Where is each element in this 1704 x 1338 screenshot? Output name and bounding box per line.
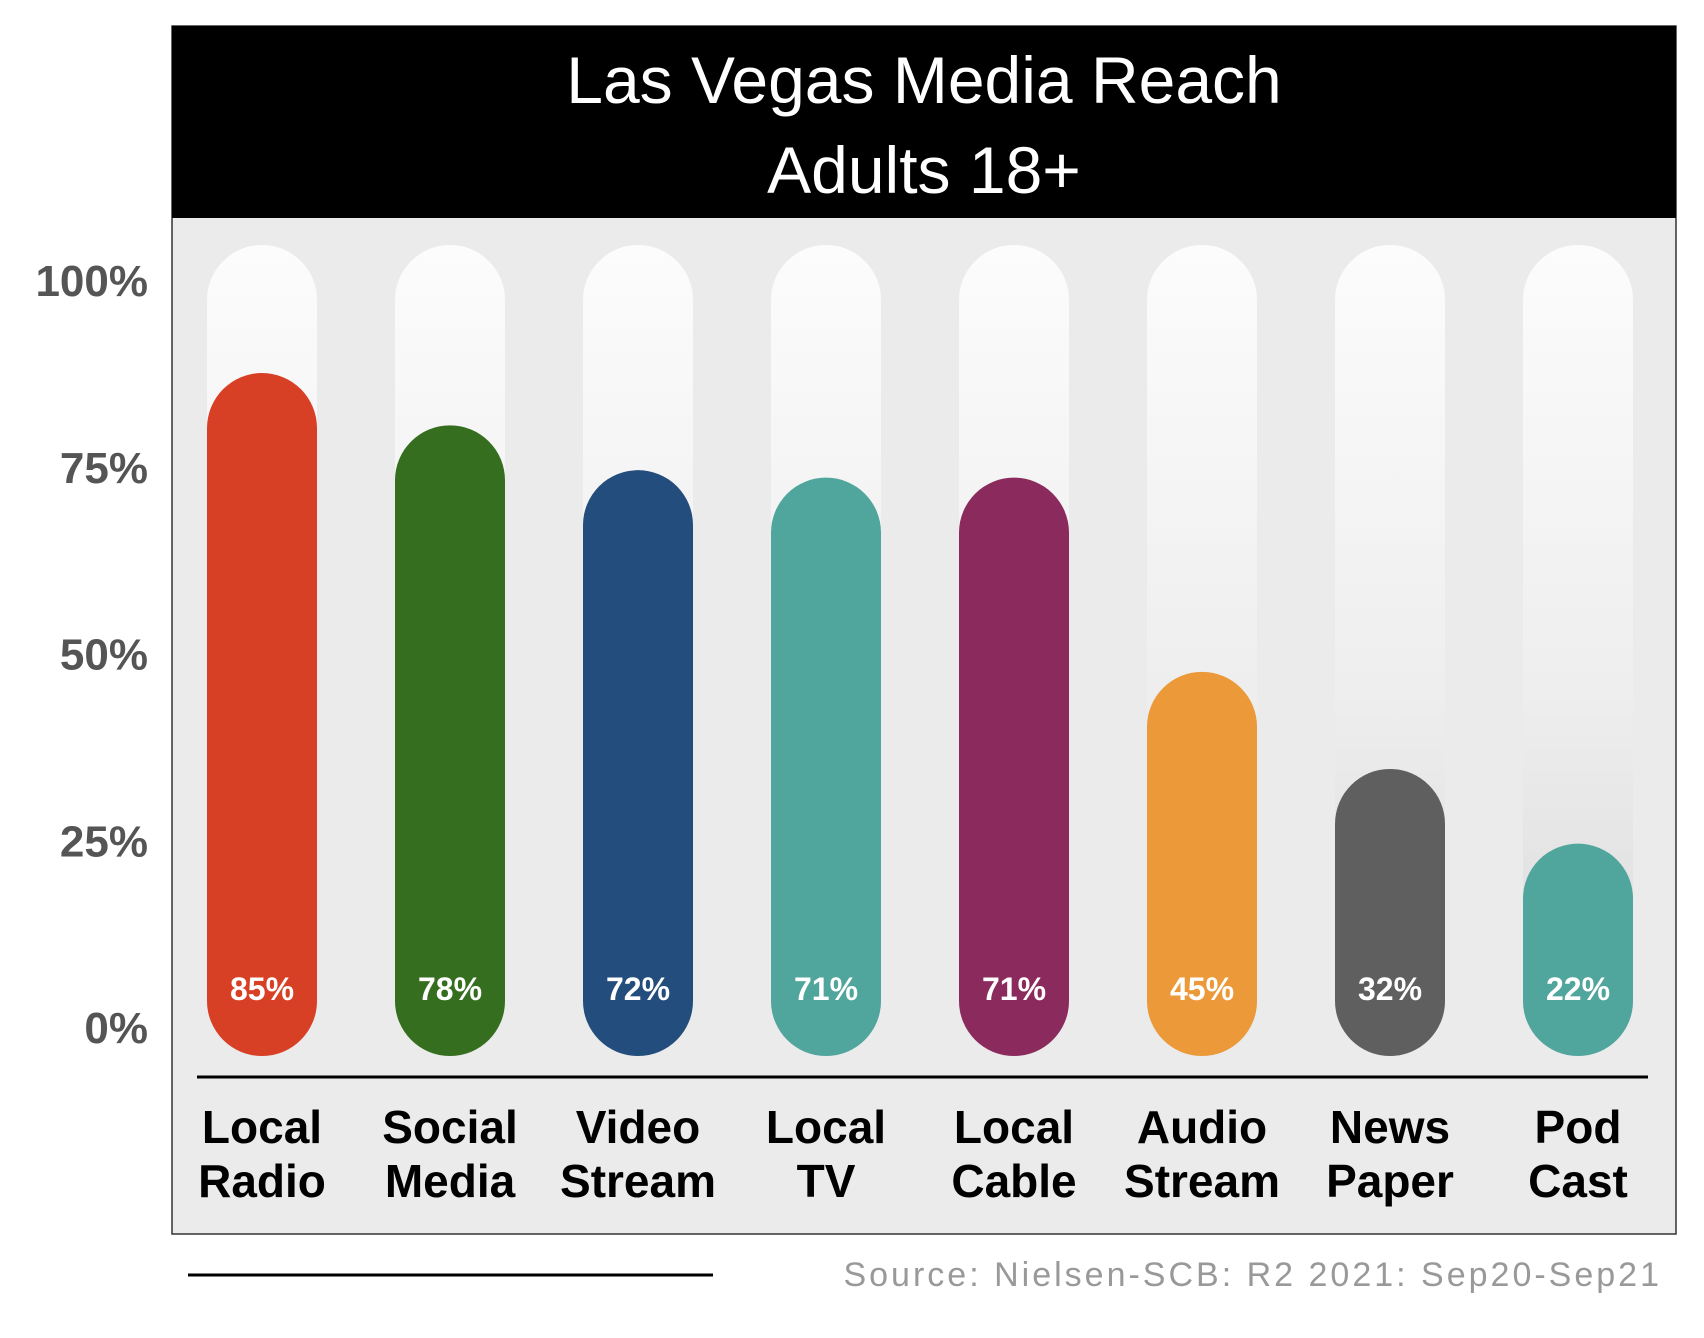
bar (771, 477, 881, 1056)
y-tick-label: 25% (60, 817, 148, 866)
bar (207, 373, 317, 1056)
x-tick-label: Radio (198, 1155, 326, 1207)
x-tick-label: Cast (1528, 1155, 1628, 1207)
bar-value-label: 71% (794, 971, 858, 1007)
x-tick-label: Local (202, 1101, 322, 1153)
bar (395, 425, 505, 1057)
x-tick-label: Media (385, 1155, 516, 1207)
y-tick-label: 75% (60, 444, 148, 493)
title-band (172, 26, 1676, 218)
x-tick-label: Video (576, 1101, 700, 1153)
y-axis: 0% 25% 50% 75% 100% (35, 257, 148, 1053)
x-tick-label: Local (766, 1101, 886, 1153)
bar-value-label: 32% (1358, 971, 1422, 1007)
bar (1523, 843, 1633, 1056)
y-tick-label: 50% (60, 631, 148, 680)
bars: 85% 78% 72% 71% 71% 45% 32% 22% (207, 245, 1633, 1057)
x-tick-label: Audio (1137, 1101, 1267, 1153)
chart-title: Las Vegas Media Reach (566, 43, 1281, 117)
x-tick-label: News (1330, 1101, 1450, 1153)
y-tick-label: 100% (35, 257, 148, 306)
y-tick-label: 0% (84, 1004, 148, 1053)
source-note: Source: Nielsen-SCB: R2 2021: Sep20-Sep2… (843, 1256, 1662, 1294)
x-tick-label: Stream (560, 1155, 716, 1207)
bar-value-label: 22% (1546, 971, 1610, 1007)
x-tick-label: Social (382, 1101, 518, 1153)
x-axis: LocalRadioSocialMediaVideoStreamLocalTVL… (198, 1101, 1628, 1207)
bar (583, 470, 693, 1056)
bar (1335, 768, 1445, 1056)
bar-value-label: 45% (1170, 971, 1234, 1007)
x-tick-label: Stream (1124, 1155, 1280, 1207)
bar (959, 477, 1069, 1056)
bar-value-label: 71% (982, 971, 1046, 1007)
x-tick-label: TV (797, 1155, 856, 1207)
x-tick-label: Cable (951, 1155, 1076, 1207)
bar-value-label: 72% (606, 971, 670, 1007)
bar-value-label: 78% (418, 971, 482, 1007)
x-tick-label: Paper (1326, 1155, 1454, 1207)
x-tick-label: Pod (1535, 1101, 1622, 1153)
chart-subtitle: Adults 18+ (767, 133, 1081, 207)
bar-value-label: 85% (230, 971, 294, 1007)
bar (1147, 671, 1257, 1056)
x-tick-label: Local (954, 1101, 1074, 1153)
